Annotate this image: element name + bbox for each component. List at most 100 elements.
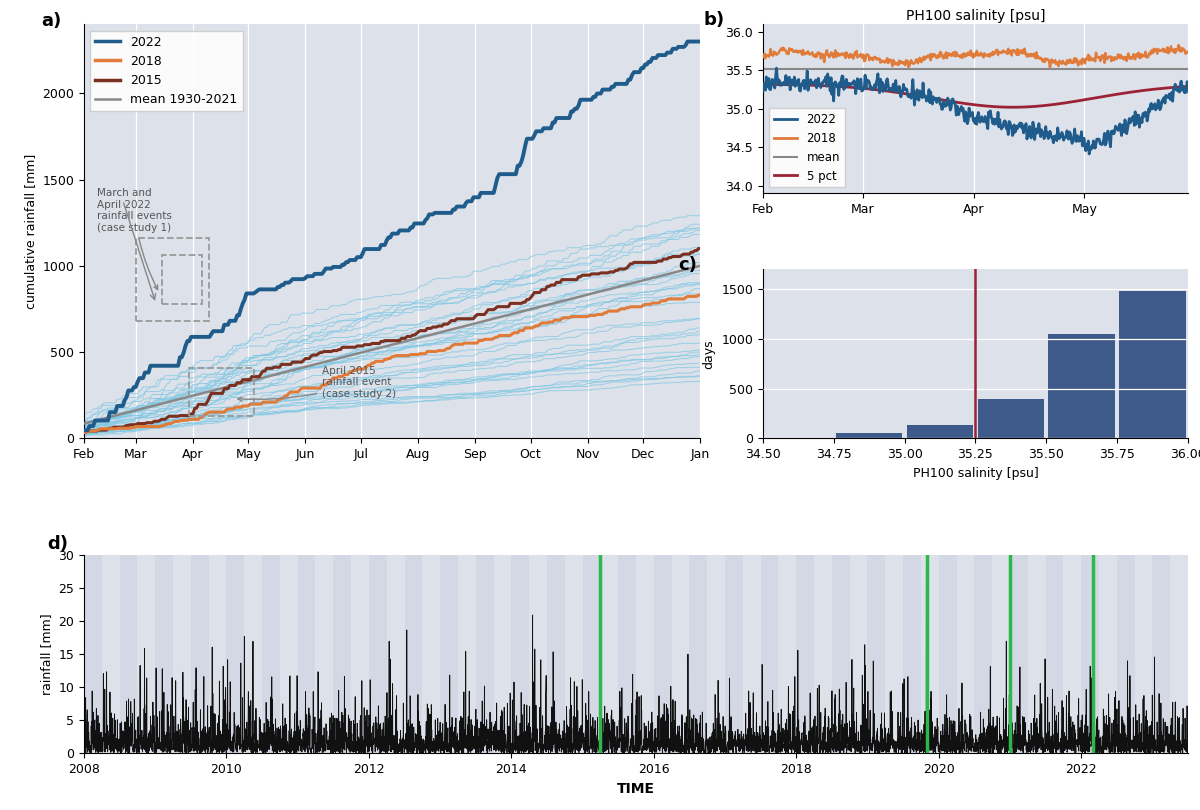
Bar [1010, 555, 1027, 753]
mean [1181, 64, 1195, 74]
Bar [493, 555, 511, 753]
Bar [1081, 555, 1099, 753]
5 pct [960, 99, 974, 109]
mean [958, 64, 972, 74]
Bar [779, 555, 797, 753]
Bar [155, 555, 173, 753]
5 pct [1006, 102, 1020, 112]
5 pct [1009, 102, 1024, 112]
Bar [458, 555, 475, 753]
Bar [1152, 555, 1170, 753]
2018 [958, 52, 972, 62]
Bar [797, 555, 814, 753]
Bar [316, 555, 334, 753]
Bar [280, 555, 298, 753]
Bar [672, 555, 690, 753]
Bar [654, 555, 672, 753]
Bar [1188, 555, 1200, 753]
2018 [1043, 62, 1057, 72]
2022 [961, 116, 976, 126]
Line: 5 pct: 5 pct [763, 84, 1188, 107]
Text: March and
April 2022
rainfall events
(case study 1): March and April 2022 rainfall events (ca… [97, 188, 172, 289]
Bar [245, 555, 262, 753]
mean [1170, 64, 1184, 74]
2018 [985, 47, 1000, 57]
Text: a): a) [41, 12, 61, 30]
Bar [352, 555, 368, 753]
Legend: 2022, 2018, 2015, mean 1930-2021: 2022, 2018, 2015, mean 1930-2021 [90, 31, 242, 111]
Bar [1134, 555, 1152, 753]
Bar [956, 555, 974, 753]
Bar [582, 555, 600, 753]
5 pct [1181, 82, 1195, 92]
Line: 2022: 2022 [763, 68, 1188, 154]
Bar [725, 555, 743, 753]
Bar [1027, 555, 1045, 753]
2018 [1172, 46, 1187, 56]
Bar [475, 555, 493, 753]
2018 [756, 53, 770, 62]
Bar [102, 555, 120, 753]
Bar [136, 238, 210, 321]
Bar [974, 555, 992, 753]
Text: c): c) [678, 256, 697, 274]
2022 [1082, 149, 1097, 159]
Bar [600, 555, 618, 753]
2022 [769, 63, 784, 73]
Bar [209, 555, 227, 753]
Text: b): b) [703, 11, 725, 29]
Bar [978, 399, 1044, 438]
Bar [814, 555, 832, 753]
Bar [618, 555, 636, 753]
Bar [84, 555, 102, 753]
Bar [836, 433, 902, 438]
2022 [1009, 122, 1024, 131]
Bar [832, 555, 850, 753]
Bar [173, 555, 191, 753]
Bar [1049, 334, 1115, 438]
5 pct [756, 79, 770, 89]
5 pct [1171, 82, 1186, 92]
Bar [920, 555, 938, 753]
5 pct [958, 99, 972, 109]
Bar [1117, 555, 1134, 753]
mean [1009, 64, 1024, 74]
Bar [404, 555, 422, 753]
X-axis label: TIME: TIME [617, 782, 655, 795]
Text: April 2015
rainfall event
(case study 2): April 2015 rainfall event (case study 2) [238, 366, 396, 401]
Bar [440, 555, 458, 753]
Bar [938, 555, 956, 753]
Bar [227, 555, 245, 753]
Bar [565, 555, 582, 753]
2022 [986, 114, 1001, 124]
Bar [138, 555, 155, 753]
Bar [690, 555, 707, 753]
Bar [743, 555, 761, 753]
Bar [1120, 291, 1186, 438]
Bar [1099, 555, 1117, 753]
Legend: 2022, 2018, mean, 5 pct: 2022, 2018, mean, 5 pct [769, 109, 845, 187]
Bar [907, 425, 973, 438]
Y-axis label: days: days [703, 339, 715, 369]
Bar [422, 555, 440, 753]
Bar [334, 555, 352, 753]
Bar [707, 555, 725, 753]
Bar [386, 555, 404, 753]
5 pct [1105, 90, 1120, 100]
Y-axis label: cumulative rainfall [mm]: cumulative rainfall [mm] [24, 154, 37, 309]
Bar [904, 555, 920, 753]
Bar [191, 555, 209, 753]
Bar [529, 555, 547, 753]
Bar [511, 555, 529, 753]
2018 [960, 49, 974, 58]
Bar [636, 555, 654, 753]
Bar [190, 368, 253, 416]
5 pct [985, 102, 1000, 112]
mean [756, 64, 770, 74]
mean [960, 64, 974, 74]
Bar [761, 555, 779, 753]
Text: d): d) [48, 535, 68, 552]
X-axis label: PH100 salinity [psu]: PH100 salinity [psu] [912, 467, 1038, 480]
Bar [1045, 555, 1063, 753]
Bar [298, 555, 316, 753]
